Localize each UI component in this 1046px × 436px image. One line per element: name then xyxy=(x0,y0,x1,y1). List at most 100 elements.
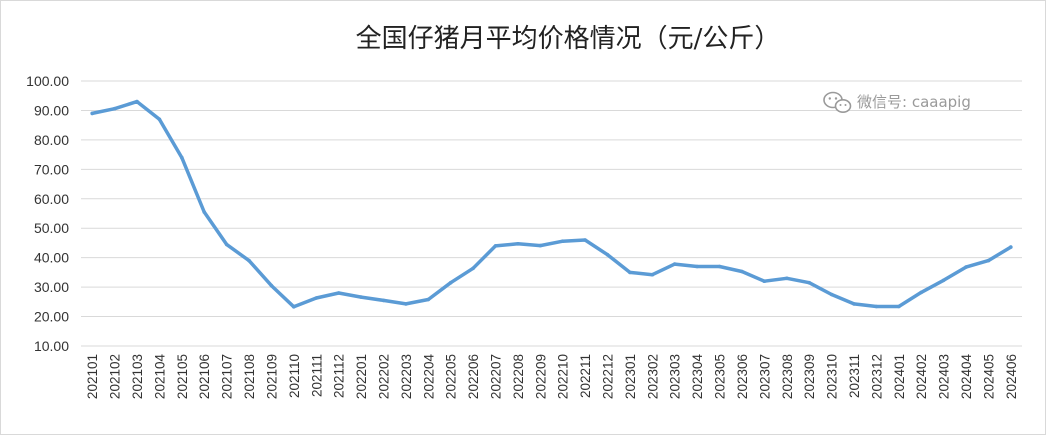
x-tick-label: 202204 xyxy=(421,354,436,400)
x-tick-label: 202402 xyxy=(914,354,929,399)
data-point xyxy=(740,269,744,274)
x-tick-label: 202109 xyxy=(264,354,279,399)
x-tick-label: 202309 xyxy=(802,354,817,399)
y-tick-label: 50.00 xyxy=(34,220,69,236)
x-tick-label: 202103 xyxy=(130,354,145,399)
x-tick-label: 202303 xyxy=(668,354,683,399)
data-point xyxy=(471,266,475,271)
data-point xyxy=(538,243,543,248)
x-axis-ticks: 202101 202102 202103 202104 202105 202106 2021… xyxy=(85,354,1019,400)
x-tick-label: 202106 xyxy=(197,354,212,399)
x-tick-label: 202210 xyxy=(556,354,571,399)
data-point xyxy=(807,280,811,285)
x-tick-label: 202201 xyxy=(354,354,369,399)
x-tick-label: 202111 xyxy=(309,354,324,397)
x-tick-label: 202211 xyxy=(578,354,593,398)
data-point xyxy=(583,238,587,242)
data-point xyxy=(628,270,632,275)
y-axis-ticks: 10.00 20.00 30.00 40.00 50.00 60.00 70.00 80.00… xyxy=(26,73,69,354)
x-tick-label: 202107 xyxy=(220,354,235,399)
data-point xyxy=(202,210,206,214)
data-point xyxy=(112,106,117,111)
watermark-text: 微信号: caaapig xyxy=(857,93,971,111)
x-tick-label: 202305 xyxy=(713,354,728,399)
data-point xyxy=(135,99,139,104)
data-point xyxy=(650,272,655,277)
data-point xyxy=(157,117,162,122)
data-point xyxy=(829,292,834,297)
data-point xyxy=(852,302,856,306)
x-tick-label: 202105 xyxy=(175,354,190,399)
x-tick-label: 202311 xyxy=(847,354,862,398)
x-tick-label: 202209 xyxy=(533,354,548,399)
x-tick-label: 202302 xyxy=(645,354,660,399)
y-tick-label: 60.00 xyxy=(34,191,69,207)
data-point xyxy=(381,298,386,303)
x-tick-label: 202212 xyxy=(601,354,616,399)
y-tick-label: 90.00 xyxy=(34,102,69,118)
x-tick-label: 202108 xyxy=(242,354,257,399)
data-point xyxy=(874,304,879,309)
y-tick-label: 100.00 xyxy=(26,73,69,89)
y-tick-label: 30.00 xyxy=(34,279,69,295)
data-point xyxy=(224,242,229,247)
series-line xyxy=(90,99,1013,309)
y-tick-label: 40.00 xyxy=(34,250,69,266)
data-point xyxy=(493,244,498,248)
data-point xyxy=(1009,245,1013,249)
x-tick-label: 202308 xyxy=(780,354,795,399)
data-point xyxy=(717,264,722,269)
data-point xyxy=(516,242,520,246)
x-tick-label: 202202 xyxy=(376,354,391,399)
data-point xyxy=(247,258,251,263)
data-point xyxy=(426,297,431,302)
data-point xyxy=(919,290,923,295)
series-layer xyxy=(90,99,1013,309)
x-tick-label: 202310 xyxy=(825,354,840,399)
y-tick-label: 70.00 xyxy=(34,161,69,177)
x-tick-label: 202207 xyxy=(488,354,503,399)
x-tick-label: 202406 xyxy=(1004,354,1019,399)
x-tick-label: 202203 xyxy=(399,354,414,399)
x-tick-label: 202401 xyxy=(892,354,907,399)
data-point xyxy=(314,296,319,300)
x-tick-label: 202206 xyxy=(466,354,481,399)
y-tick-label: 20.00 xyxy=(34,309,69,325)
data-point xyxy=(986,258,991,263)
x-tick-label: 202104 xyxy=(152,354,167,400)
x-tick-label: 202307 xyxy=(757,354,772,399)
data-point xyxy=(359,295,363,299)
data-point xyxy=(336,291,341,295)
y-tick-label: 10.00 xyxy=(34,338,69,354)
data-point xyxy=(448,280,453,285)
data-point xyxy=(292,305,296,309)
x-tick-label: 202208 xyxy=(511,354,526,399)
data-point xyxy=(560,239,565,243)
x-tick-label: 202102 xyxy=(108,354,123,399)
data-point xyxy=(941,278,946,283)
x-tick-label: 202405 xyxy=(981,354,996,399)
x-tick-label: 202301 xyxy=(623,354,638,399)
x-tick-label: 202312 xyxy=(869,354,884,399)
x-tick-label: 202304 xyxy=(690,354,705,400)
data-point xyxy=(762,279,767,284)
data-point xyxy=(180,155,184,160)
data-point xyxy=(785,276,789,281)
y-tick-label: 80.00 xyxy=(34,132,69,148)
data-point xyxy=(404,302,408,306)
x-tick-label: 202101 xyxy=(85,354,100,399)
x-tick-label: 202205 xyxy=(444,354,459,399)
data-point xyxy=(269,283,274,288)
data-point xyxy=(672,262,677,266)
data-point xyxy=(897,304,901,309)
x-tick-label: 202306 xyxy=(735,354,750,399)
x-tick-label: 202112 xyxy=(332,354,347,398)
watermark: 微信号: caaapig xyxy=(823,91,971,113)
data-point xyxy=(695,264,699,269)
data-point xyxy=(964,265,968,269)
gridlines xyxy=(81,80,1022,347)
x-tick-label: 202110 xyxy=(287,354,302,398)
x-tick-label: 202404 xyxy=(959,354,974,400)
